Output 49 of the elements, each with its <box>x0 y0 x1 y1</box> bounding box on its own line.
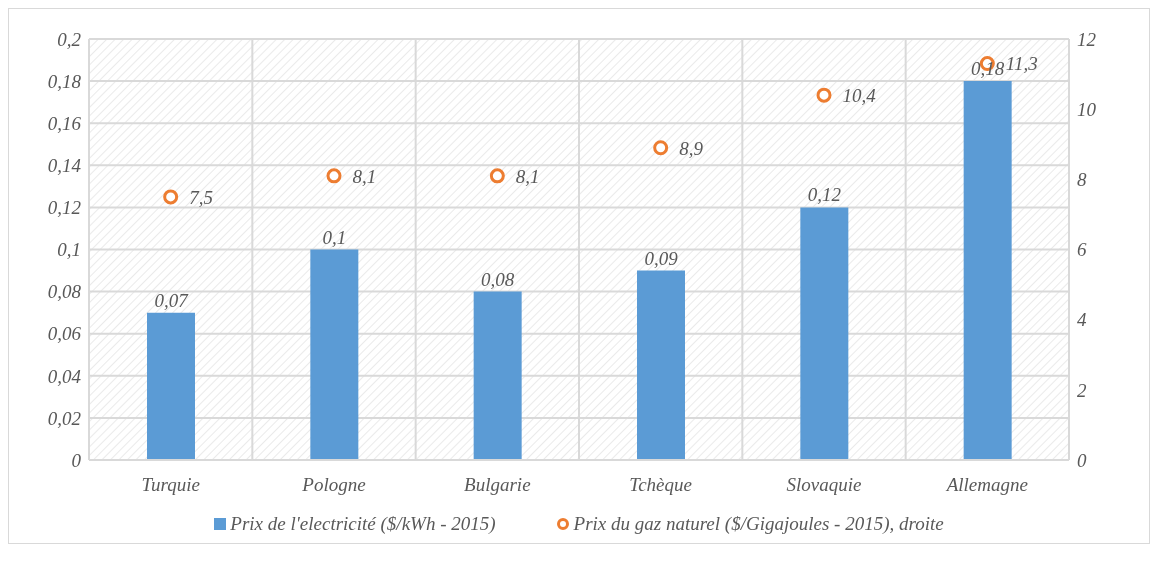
data-label: 10,4 <box>842 84 877 106</box>
y-tick-label: 0,1 <box>57 239 81 261</box>
data-label: 0,07 <box>154 289 190 311</box>
bar <box>473 291 522 460</box>
bar <box>147 312 195 460</box>
data-label: 8,9 <box>679 137 704 159</box>
x-tick-label: Tchèque <box>629 474 692 496</box>
bar <box>637 270 685 460</box>
data-label: 8,1 <box>352 165 377 187</box>
data-label: 0,08 <box>481 268 515 290</box>
y-tick-label: 0 <box>71 449 82 471</box>
point <box>163 189 179 205</box>
legend-label: Prix du gaz naturel ($/Gigajoules - 2015), droite <box>573 513 944 535</box>
bar <box>310 249 359 460</box>
y2-tick-label: 6 <box>1077 239 1087 261</box>
point <box>489 168 505 184</box>
data-label: 0,18 <box>971 58 1005 80</box>
y2-tick-label: 2 <box>1077 379 1087 401</box>
y2-tick-label: 4 <box>1077 309 1087 331</box>
point <box>653 140 669 156</box>
x-tick-label: Turquie <box>141 474 200 496</box>
x-tick-label: Slovaquie <box>786 474 862 496</box>
y-tick-label: 0,04 <box>47 365 82 387</box>
bar <box>963 81 1012 460</box>
y-tick-label: 0,12 <box>47 197 82 219</box>
point <box>326 168 342 184</box>
data-label: 11,3 <box>1005 53 1038 75</box>
bar <box>800 207 849 460</box>
y2-tick-label: 8 <box>1077 169 1087 191</box>
y-tick-label: 0,06 <box>47 323 82 345</box>
y-tick-label: 0,14 <box>47 155 82 177</box>
data-label: 0,1 <box>322 226 347 248</box>
y-tick-label: 0,2 <box>57 28 82 50</box>
y2-tick-label: 12 <box>1077 28 1097 50</box>
legend-label: Prix de l'electricité ($/kWh - 2015) <box>230 513 496 535</box>
x-tick-label: Pologne <box>301 474 366 496</box>
y2-tick-label: 10 <box>1077 98 1097 120</box>
x-tick-label: Allemagne <box>944 474 1028 496</box>
x-tick-label: Bulgarie <box>464 474 531 496</box>
y-tick-label: 0,02 <box>47 407 82 429</box>
data-label: 8,1 <box>515 165 540 187</box>
data-label: 0,12 <box>807 184 842 206</box>
data-label: 7,5 <box>189 186 213 208</box>
y2-tick-label: 0 <box>1077 449 1087 471</box>
y-tick-label: 0,18 <box>47 70 82 92</box>
y-tick-label: 0,08 <box>47 281 82 303</box>
point <box>816 87 832 103</box>
y-tick-label: 0,16 <box>47 112 82 134</box>
data-label: 0,09 <box>644 247 679 269</box>
